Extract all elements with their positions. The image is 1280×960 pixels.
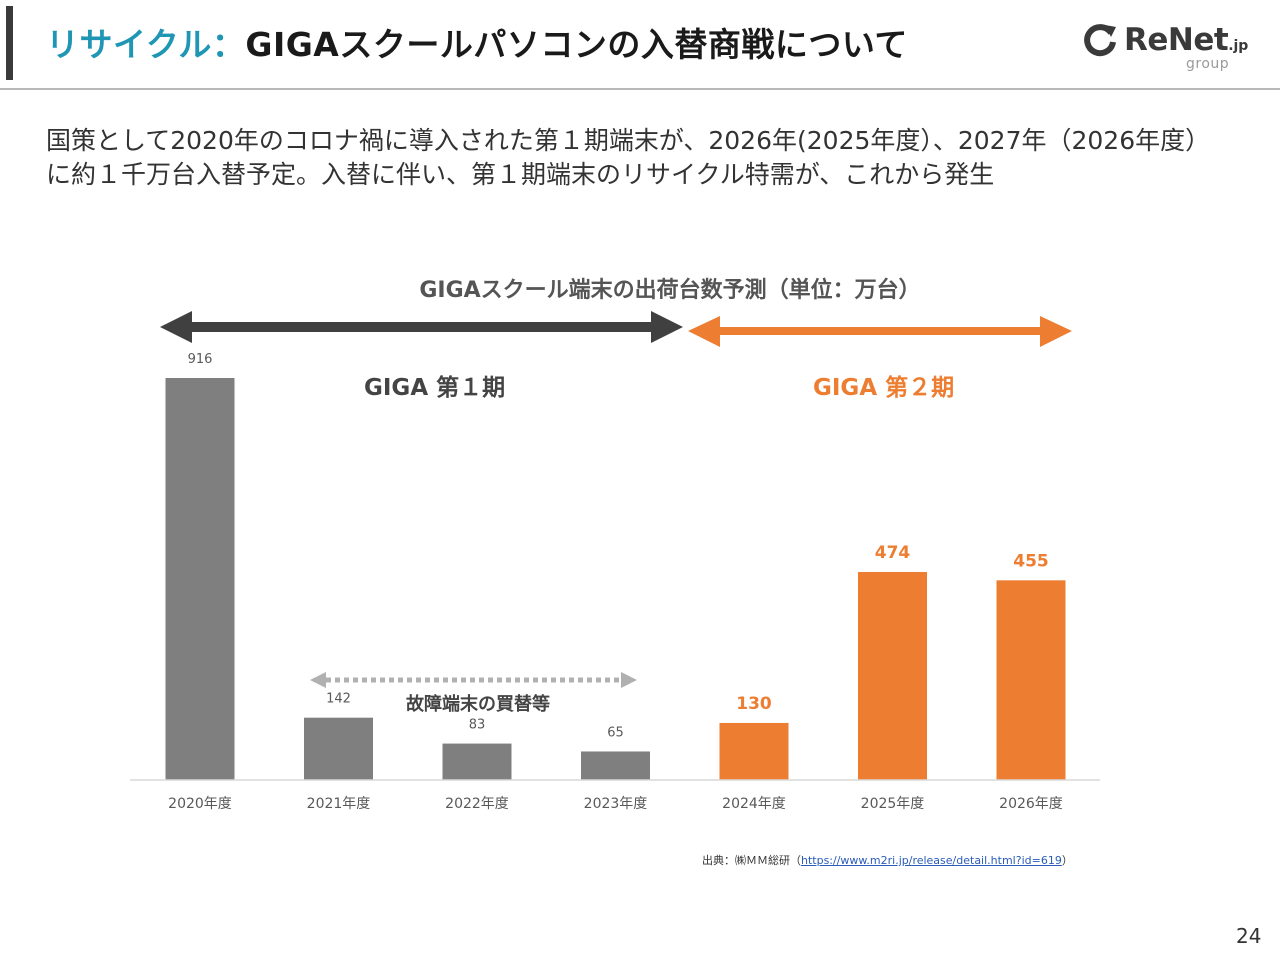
logo-wordmark: ReNet.jp [1124,22,1248,58]
page-number: 24 [1236,924,1262,948]
recycle-arrow-icon [1084,24,1116,57]
bar-2023年度 [581,751,650,780]
x-tick-label-2024年度: 2024年度 [722,796,786,812]
data-label-2021年度: 142 [326,692,351,707]
data-label-2024年度: 130 [736,694,772,714]
header-divider [0,88,1280,90]
source-prefix: 出典：㈱ＭＭ総研（ [702,854,801,867]
title-accent-bar [6,6,13,80]
x-tick-label-2023年度: 2023年度 [584,796,648,812]
bar-2020年度 [165,378,235,780]
page-title-main: GIGAスクールパソコンの入替商戦について [245,25,908,64]
period-2-arrow [688,316,1072,347]
period-2-label: GIGA 第２期 [813,375,955,401]
bar-2025年度 [858,571,927,780]
page-title-accent: リサイクル： [46,25,246,64]
bar-2022年度 [442,743,512,780]
bar-2021年度 [304,717,373,780]
logo-brand: ReNet [1124,22,1229,58]
bar-2026年度 [996,580,1066,780]
data-label-2023年度: 65 [607,725,624,740]
x-tick-label-2026年度: 2026年度 [999,796,1063,812]
intro-text: 国策として2020年のコロナ禍に導入された第１期端末が、2026年(2025年度… [46,126,1198,189]
x-tick-label-2025年度: 2025年度 [861,796,925,812]
source-citation: 出典：㈱ＭＭ総研（https://www.m2ri.jp/release/det… [702,852,1073,868]
x-tick-label-2021年度: 2021年度 [307,796,371,812]
x-tick-label-2020年度: 2020年度 [168,796,232,812]
source-suffix: ） [1061,854,1073,867]
data-label-2025年度: 474 [875,543,911,563]
period-1-label: GIGA 第１期 [364,375,506,401]
page-title: リサイクル：GIGAスクールパソコンの入替商戦について [46,18,908,66]
renet-logo: ReNet.jp group [1082,20,1262,74]
data-label-2020年度: 916 [188,352,213,367]
logo-group: group [1186,56,1230,72]
chart-title: GIGAスクール端末の出荷台数予測（単位：万台） [419,278,921,303]
data-label-2022年度: 83 [469,718,486,733]
period-1-arrow [160,311,683,343]
bar-2024年度 [719,722,789,780]
data-label-2026年度: 455 [1013,551,1049,571]
logo-tld: .jp [1228,38,1249,54]
x-tick-label-2022年度: 2022年度 [445,796,509,812]
replacement-dotted-arrow [310,672,637,688]
source-link[interactable]: https://www.m2ri.jp/release/detail.html?… [801,854,1062,867]
replacement-note: 故障端末の買替等 [404,690,552,716]
